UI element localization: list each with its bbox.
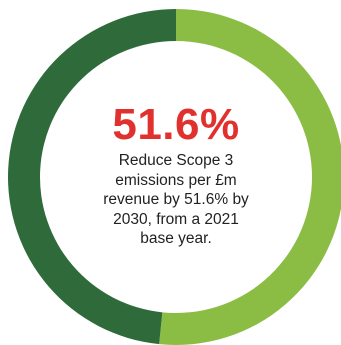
caption-line-3: revenue by 51.6% by	[103, 191, 249, 208]
donut-slice-1	[159, 9, 341, 345]
donut-slice-2	[8, 9, 177, 345]
caption-line-1: Reduce Scope 3	[118, 152, 234, 169]
caption-line-4: 2030, from a 2021	[113, 210, 239, 228]
headline-percentage: 51.6%	[112, 100, 240, 149]
center-label: 51.6% Reduce Scope 3 emissions per £m re…	[70, 100, 282, 249]
caption-line-2: emissions per £m	[115, 171, 237, 189]
caption-line-5: base year.	[140, 230, 212, 247]
target-description: Reduce Scope 3 emissions per £m revenue …	[70, 151, 282, 249]
